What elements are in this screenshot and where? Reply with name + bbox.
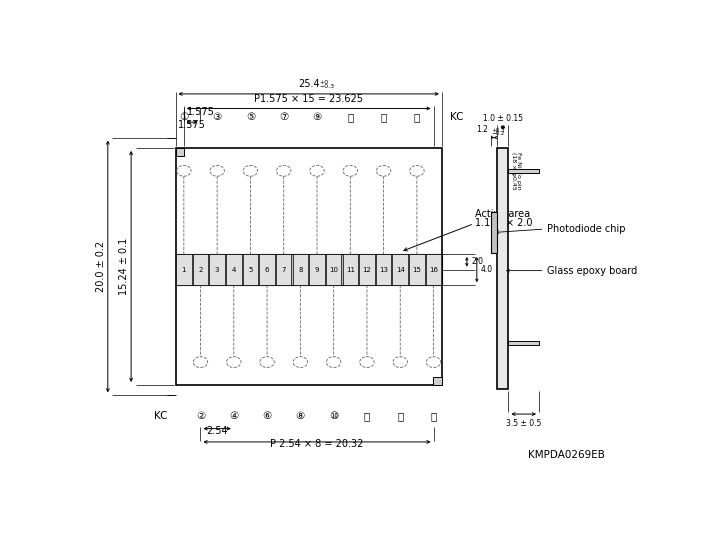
Bar xyxy=(176,254,192,285)
Bar xyxy=(342,254,358,285)
Text: 3: 3 xyxy=(215,267,219,273)
Text: ⑧: ⑧ xyxy=(296,411,305,421)
Text: 5: 5 xyxy=(248,267,253,273)
Bar xyxy=(409,254,425,285)
Text: −0.3: −0.3 xyxy=(320,84,335,89)
Text: ⑥: ⑥ xyxy=(263,411,271,421)
Text: 1.2: 1.2 xyxy=(477,125,488,134)
Text: 11: 11 xyxy=(346,267,355,273)
Text: 2.54: 2.54 xyxy=(206,426,228,436)
Text: KMPDA0269EB: KMPDA0269EB xyxy=(528,450,605,460)
Text: P1.575 × 15 = 23.625: P1.575 × 15 = 23.625 xyxy=(254,94,363,104)
Text: Fe Ni Co pin: Fe Ni Co pin xyxy=(516,152,521,190)
Text: 9: 9 xyxy=(315,267,319,273)
Bar xyxy=(243,254,258,285)
Bar xyxy=(226,254,241,285)
Text: 4.0: 4.0 xyxy=(480,265,493,274)
Text: ⑬: ⑬ xyxy=(380,112,387,122)
Text: 8: 8 xyxy=(298,267,303,273)
Text: 10: 10 xyxy=(329,267,338,273)
Text: 7: 7 xyxy=(281,267,286,273)
Text: ⑪: ⑪ xyxy=(347,112,354,122)
Bar xyxy=(193,254,208,285)
Text: ④: ④ xyxy=(229,411,238,421)
Bar xyxy=(259,254,275,285)
Text: 15.24 ± 0.1: 15.24 ± 0.1 xyxy=(119,238,129,295)
Text: −0.2: −0.2 xyxy=(491,131,505,136)
Bar xyxy=(508,168,539,173)
Text: 14: 14 xyxy=(396,267,405,273)
Bar xyxy=(276,254,291,285)
Text: 25.4: 25.4 xyxy=(298,79,319,89)
Text: ⑨: ⑨ xyxy=(312,112,321,122)
Text: 16: 16 xyxy=(429,267,438,273)
Bar xyxy=(426,254,441,285)
Bar xyxy=(309,254,325,285)
Bar xyxy=(508,341,539,346)
Text: ③: ③ xyxy=(213,112,222,122)
Text: +0.3: +0.3 xyxy=(491,127,505,133)
Text: ⑮: ⑮ xyxy=(414,112,420,122)
Text: 4: 4 xyxy=(231,267,236,273)
Bar xyxy=(175,148,185,156)
Text: 12: 12 xyxy=(362,267,372,273)
Text: +0: +0 xyxy=(320,80,329,85)
Bar xyxy=(392,254,408,285)
Bar xyxy=(359,254,374,285)
Text: 6: 6 xyxy=(265,267,269,273)
Text: P 2.54 × 8 = 20.32: P 2.54 × 8 = 20.32 xyxy=(271,440,364,449)
Bar xyxy=(175,148,442,385)
Text: 13: 13 xyxy=(379,267,388,273)
Bar xyxy=(209,254,225,285)
Bar xyxy=(498,148,508,389)
Text: KC: KC xyxy=(450,112,463,122)
Text: 1.175 × 2.0: 1.175 × 2.0 xyxy=(475,218,533,228)
Bar xyxy=(293,254,308,285)
Text: 1.575: 1.575 xyxy=(178,120,206,130)
Text: 20.0 ± 0.2: 20.0 ± 0.2 xyxy=(96,241,105,292)
Text: (18 ×)φ0.45: (18 ×)φ0.45 xyxy=(511,152,516,190)
Text: KC: KC xyxy=(154,411,168,421)
Bar xyxy=(376,254,392,285)
Text: Active area: Active area xyxy=(475,208,531,219)
Text: 15: 15 xyxy=(412,267,421,273)
Bar xyxy=(175,254,442,285)
Text: 3.5 ± 0.5: 3.5 ± 0.5 xyxy=(506,419,541,428)
Text: 2.0: 2.0 xyxy=(471,257,483,266)
Text: ②: ② xyxy=(196,411,205,421)
Text: Glass epoxy board: Glass epoxy board xyxy=(547,266,637,275)
Text: 1.575: 1.575 xyxy=(187,107,215,117)
Text: ⑫: ⑫ xyxy=(364,411,370,421)
Text: 2: 2 xyxy=(198,267,203,273)
Text: ⑯: ⑯ xyxy=(430,411,437,421)
Text: ①: ① xyxy=(179,112,188,122)
Bar xyxy=(490,212,498,253)
Text: 1.0 ± 0.15: 1.0 ± 0.15 xyxy=(483,114,523,123)
Text: ⑩: ⑩ xyxy=(329,411,338,421)
Text: ⑤: ⑤ xyxy=(246,112,255,122)
Bar xyxy=(433,377,442,385)
Bar xyxy=(326,254,342,285)
Text: ⑦: ⑦ xyxy=(279,112,289,122)
Text: 1: 1 xyxy=(182,267,186,273)
Text: Photodiode chip: Photodiode chip xyxy=(547,224,626,234)
Text: ⑭: ⑭ xyxy=(397,411,403,421)
